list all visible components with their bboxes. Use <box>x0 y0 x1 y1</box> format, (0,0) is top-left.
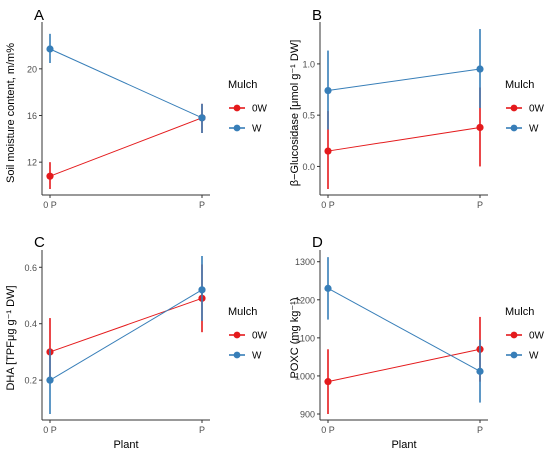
y-tick-label: 12 <box>27 158 37 168</box>
x-tick-label: 0 P <box>43 200 57 210</box>
x-axis-label: Plant <box>391 439 416 451</box>
panel-c: C 0.2 0.4 0.6 0 P P DHA [TPFμg g⁻¹ DW] Plant Mul… <box>5 234 268 451</box>
x-tick-label: 0 P <box>321 200 335 210</box>
panel-label: B <box>312 7 322 24</box>
series-w-line <box>327 287 481 372</box>
legend-key-point <box>510 331 518 339</box>
panel-d: D 900 1000 1100 1200 1300 0 P P POXC (mg kg⁻¹) Pl… <box>289 234 545 451</box>
x-tick-label: P <box>477 200 483 210</box>
panel-a: A 12 16 20 0 P P Soil moisture content, m/m% Mu… <box>5 7 268 210</box>
legend-entry-label: W <box>252 124 262 135</box>
series-w-point <box>476 367 484 375</box>
y-axis-label: β−Glucosidase [μmol g⁻¹ DW] <box>289 40 301 187</box>
legend-title: Mulch <box>228 79 257 91</box>
series-0w-point <box>46 172 54 180</box>
series-w-point <box>198 286 206 294</box>
y-tick-label: 900 <box>300 410 315 420</box>
legend-key-point <box>510 104 518 112</box>
panel-label: A <box>34 7 44 24</box>
y-tick-label: 1000 <box>295 371 315 381</box>
series-0w-line <box>327 348 481 383</box>
y-tick-label: 1.0 <box>302 59 315 69</box>
legend-key-point <box>233 351 241 359</box>
legend-entry-label: 0W <box>252 331 268 342</box>
series-w-line <box>49 48 203 119</box>
legend-entry-label: 0W <box>529 331 545 342</box>
legend-key-point <box>510 124 518 132</box>
y-tick-label: 1100 <box>296 333 315 343</box>
series-0w-point <box>476 123 484 132</box>
series-0w-line <box>327 126 481 152</box>
legend-title: Mulch <box>228 306 257 318</box>
series-w-line <box>49 289 203 381</box>
y-tick-label: 20 <box>27 64 37 74</box>
legend-entry-label: 0W <box>252 104 268 115</box>
y-tick-label: 0.6 <box>24 263 37 273</box>
y-tick-label: 0.0 <box>302 162 315 172</box>
series-w-point <box>476 65 484 73</box>
y-axis-label: Soil moisture content, m/m% <box>5 43 17 183</box>
panel-label: C <box>34 234 45 251</box>
legend-key-point <box>510 351 518 359</box>
y-tick-label: 0.4 <box>24 319 37 329</box>
legend-entry-label: W <box>529 351 539 362</box>
x-tick-label: P <box>477 425 483 435</box>
series-w-point <box>198 114 206 122</box>
panel-label: D <box>312 234 323 251</box>
series-0w-line <box>49 297 203 353</box>
legend-entry-label: W <box>529 124 539 135</box>
y-tick-label: 0.2 <box>24 376 37 386</box>
series-w-point <box>324 86 332 95</box>
series-0w-line <box>49 117 203 177</box>
x-tick-label: P <box>199 200 205 210</box>
y-tick-label: 16 <box>27 111 37 121</box>
panel-b: B 0.0 0.5 1.0 0 P Pβ−Glucosidase [μmol g⁻¹ DW… <box>289 7 545 210</box>
series-w-point <box>324 284 332 292</box>
series-w-point <box>46 376 54 384</box>
legend-key-point <box>233 331 241 339</box>
legend-key-point <box>233 124 241 132</box>
x-axis-label: Plant <box>113 439 138 451</box>
y-tick-label: 0.5 <box>302 111 315 121</box>
series-w-point <box>46 45 54 53</box>
series-0w-point <box>324 378 332 386</box>
series-0w-point <box>324 147 332 155</box>
y-tick-label: 1200 <box>295 295 315 305</box>
series-w-line <box>327 68 481 92</box>
legend-title: Mulch <box>505 306 534 318</box>
x-tick-label: 0 P <box>321 425 335 435</box>
legend-entry-label: W <box>252 351 262 362</box>
legend-entry-label: 0W <box>529 104 545 115</box>
legend-title: Mulch <box>505 79 534 91</box>
x-tick-label: 0 P <box>43 425 57 435</box>
legend-key-point <box>233 104 241 112</box>
y-axis-label: DHA [TPFμg g⁻¹ DW] <box>5 285 17 390</box>
x-tick-label: P <box>199 425 205 435</box>
y-tick-label: 1300 <box>295 257 315 267</box>
y-axis-label: POXC (mg kg⁻¹) <box>289 298 301 379</box>
